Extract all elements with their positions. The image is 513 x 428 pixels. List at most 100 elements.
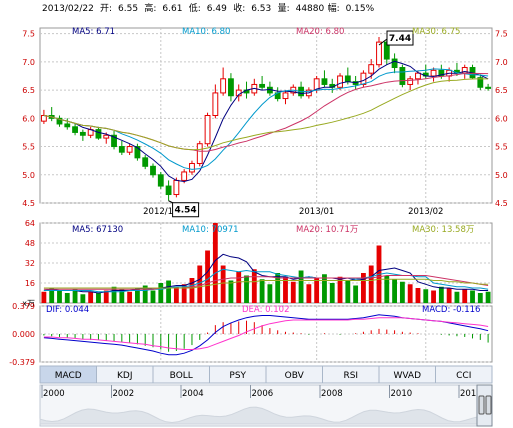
candle-body bbox=[407, 78, 414, 85]
price-y-tick-right: 5.0 bbox=[495, 171, 508, 180]
volume-bar bbox=[267, 284, 273, 303]
tab-label-boll: BOLL bbox=[170, 371, 193, 381]
candle-body bbox=[212, 92, 219, 117]
timeline-right-handle[interactable] bbox=[485, 395, 492, 415]
macd-y-tick: 0.000 bbox=[12, 330, 35, 339]
volume-bar bbox=[360, 273, 366, 303]
volume-bar bbox=[251, 269, 257, 303]
header-label-close: 收: bbox=[233, 2, 245, 14]
price-y-tick-right: 7.5 bbox=[495, 30, 508, 39]
volume-bar bbox=[454, 291, 460, 303]
candle-body bbox=[126, 146, 133, 153]
timeline-left-handle[interactable] bbox=[478, 395, 485, 415]
tab-label-psy: PSY bbox=[229, 371, 246, 381]
candle-body bbox=[204, 115, 211, 145]
volume-bar bbox=[431, 290, 436, 303]
tab-label-wvad: WVAD bbox=[393, 371, 421, 381]
volume-bar bbox=[220, 265, 226, 303]
volume-bar bbox=[111, 286, 117, 303]
price-y-tick-left: 5.0 bbox=[22, 171, 35, 180]
header-label-volume: 量: bbox=[278, 3, 290, 14]
tab-cci[interactable] bbox=[435, 365, 493, 384]
macd-y-tick: -0.379 bbox=[9, 358, 35, 367]
volume-ma5-label: MA5: 67130 bbox=[72, 225, 123, 235]
volume-bar bbox=[446, 288, 452, 303]
volume-bar bbox=[415, 288, 421, 303]
price-ma20-line bbox=[43, 72, 489, 152]
volume-bar bbox=[228, 280, 234, 303]
volume-bar bbox=[290, 281, 296, 303]
header-label-open: 开: bbox=[100, 3, 112, 14]
candle-body bbox=[142, 157, 149, 167]
timeline-year-label: 2008 bbox=[321, 389, 343, 399]
tab-label-macd: MACD bbox=[55, 371, 82, 381]
candle-body bbox=[79, 131, 86, 136]
volume-bar bbox=[275, 273, 281, 303]
candle-body bbox=[189, 162, 195, 173]
volume-bar bbox=[64, 293, 70, 303]
header-label-high: 高: bbox=[144, 2, 156, 14]
volume-bar bbox=[322, 274, 327, 303]
candle-body bbox=[64, 123, 71, 128]
volume-bar bbox=[134, 288, 140, 303]
volume-bar bbox=[49, 288, 55, 303]
tab-label-obv: OBV bbox=[285, 371, 305, 381]
timeline-year-label: 2000 bbox=[43, 389, 65, 399]
timeline-year-label: 2010 bbox=[391, 389, 413, 399]
volume-bar bbox=[283, 276, 288, 303]
price-y-tick-right: 4.5 bbox=[495, 199, 508, 208]
tab-label-rsi: RSI bbox=[343, 371, 358, 381]
timeline-year-label: 2012 bbox=[460, 389, 482, 399]
volume-bar bbox=[189, 278, 195, 303]
price-y-tick-left: 4.5 bbox=[22, 199, 35, 208]
volume-bar bbox=[438, 286, 444, 303]
candle-body bbox=[228, 78, 234, 97]
price-y-tick-left: 7.0 bbox=[22, 58, 35, 67]
tab-label-kdj: KDJ bbox=[117, 371, 133, 381]
volume-bar bbox=[181, 284, 187, 303]
candle-body bbox=[134, 146, 141, 159]
volume-bar bbox=[127, 291, 133, 303]
volume-bar bbox=[485, 291, 491, 303]
candle-body bbox=[376, 41, 382, 66]
volume-bar bbox=[259, 279, 265, 303]
price-ma5-label: MA5: 6.71 bbox=[72, 27, 115, 37]
candle-body bbox=[430, 69, 437, 77]
volume-y-tick: 64 bbox=[25, 219, 35, 228]
price-y-tick-left: 6.0 bbox=[22, 114, 35, 123]
candle-body bbox=[40, 115, 47, 122]
high-marker-label: 7.44 bbox=[389, 34, 411, 44]
volume-bar bbox=[314, 278, 320, 303]
candle-body bbox=[282, 92, 289, 100]
volume-bar bbox=[470, 290, 475, 303]
candle-body bbox=[95, 129, 102, 139]
price-ma10-label: MA10: 6.80 bbox=[182, 27, 230, 37]
candle-body bbox=[157, 174, 164, 187]
volume-bar bbox=[384, 275, 390, 303]
price-ma20-label: MA20: 6.80 bbox=[296, 27, 344, 37]
candle-body bbox=[150, 165, 156, 176]
volume-bar bbox=[80, 294, 86, 303]
low-marker-label: 4.54 bbox=[174, 206, 196, 216]
price-y-tick-right: 5.5 bbox=[495, 143, 508, 152]
price-ma30-label: MA30: 6.75 bbox=[412, 27, 460, 37]
volume-ma20-line bbox=[43, 275, 489, 290]
price-ma5-line bbox=[43, 60, 489, 183]
volume-bar bbox=[205, 250, 210, 303]
volume-ma10-line bbox=[43, 268, 489, 293]
volume-bar bbox=[236, 271, 242, 303]
candle-body bbox=[344, 75, 351, 83]
volume-ma30-line bbox=[43, 278, 489, 289]
candle-body bbox=[415, 72, 421, 80]
header-value-volume: 44880 bbox=[296, 4, 325, 14]
candle-body bbox=[56, 117, 63, 125]
volume-bar bbox=[477, 293, 483, 303]
volume-bar bbox=[72, 289, 78, 303]
candle-body bbox=[181, 171, 188, 181]
volume-bar bbox=[298, 270, 304, 303]
candle-body bbox=[220, 78, 227, 94]
price-y-tick-right: 6.0 bbox=[495, 114, 508, 123]
low-marker-box bbox=[172, 202, 200, 218]
volume-bar bbox=[392, 279, 398, 303]
